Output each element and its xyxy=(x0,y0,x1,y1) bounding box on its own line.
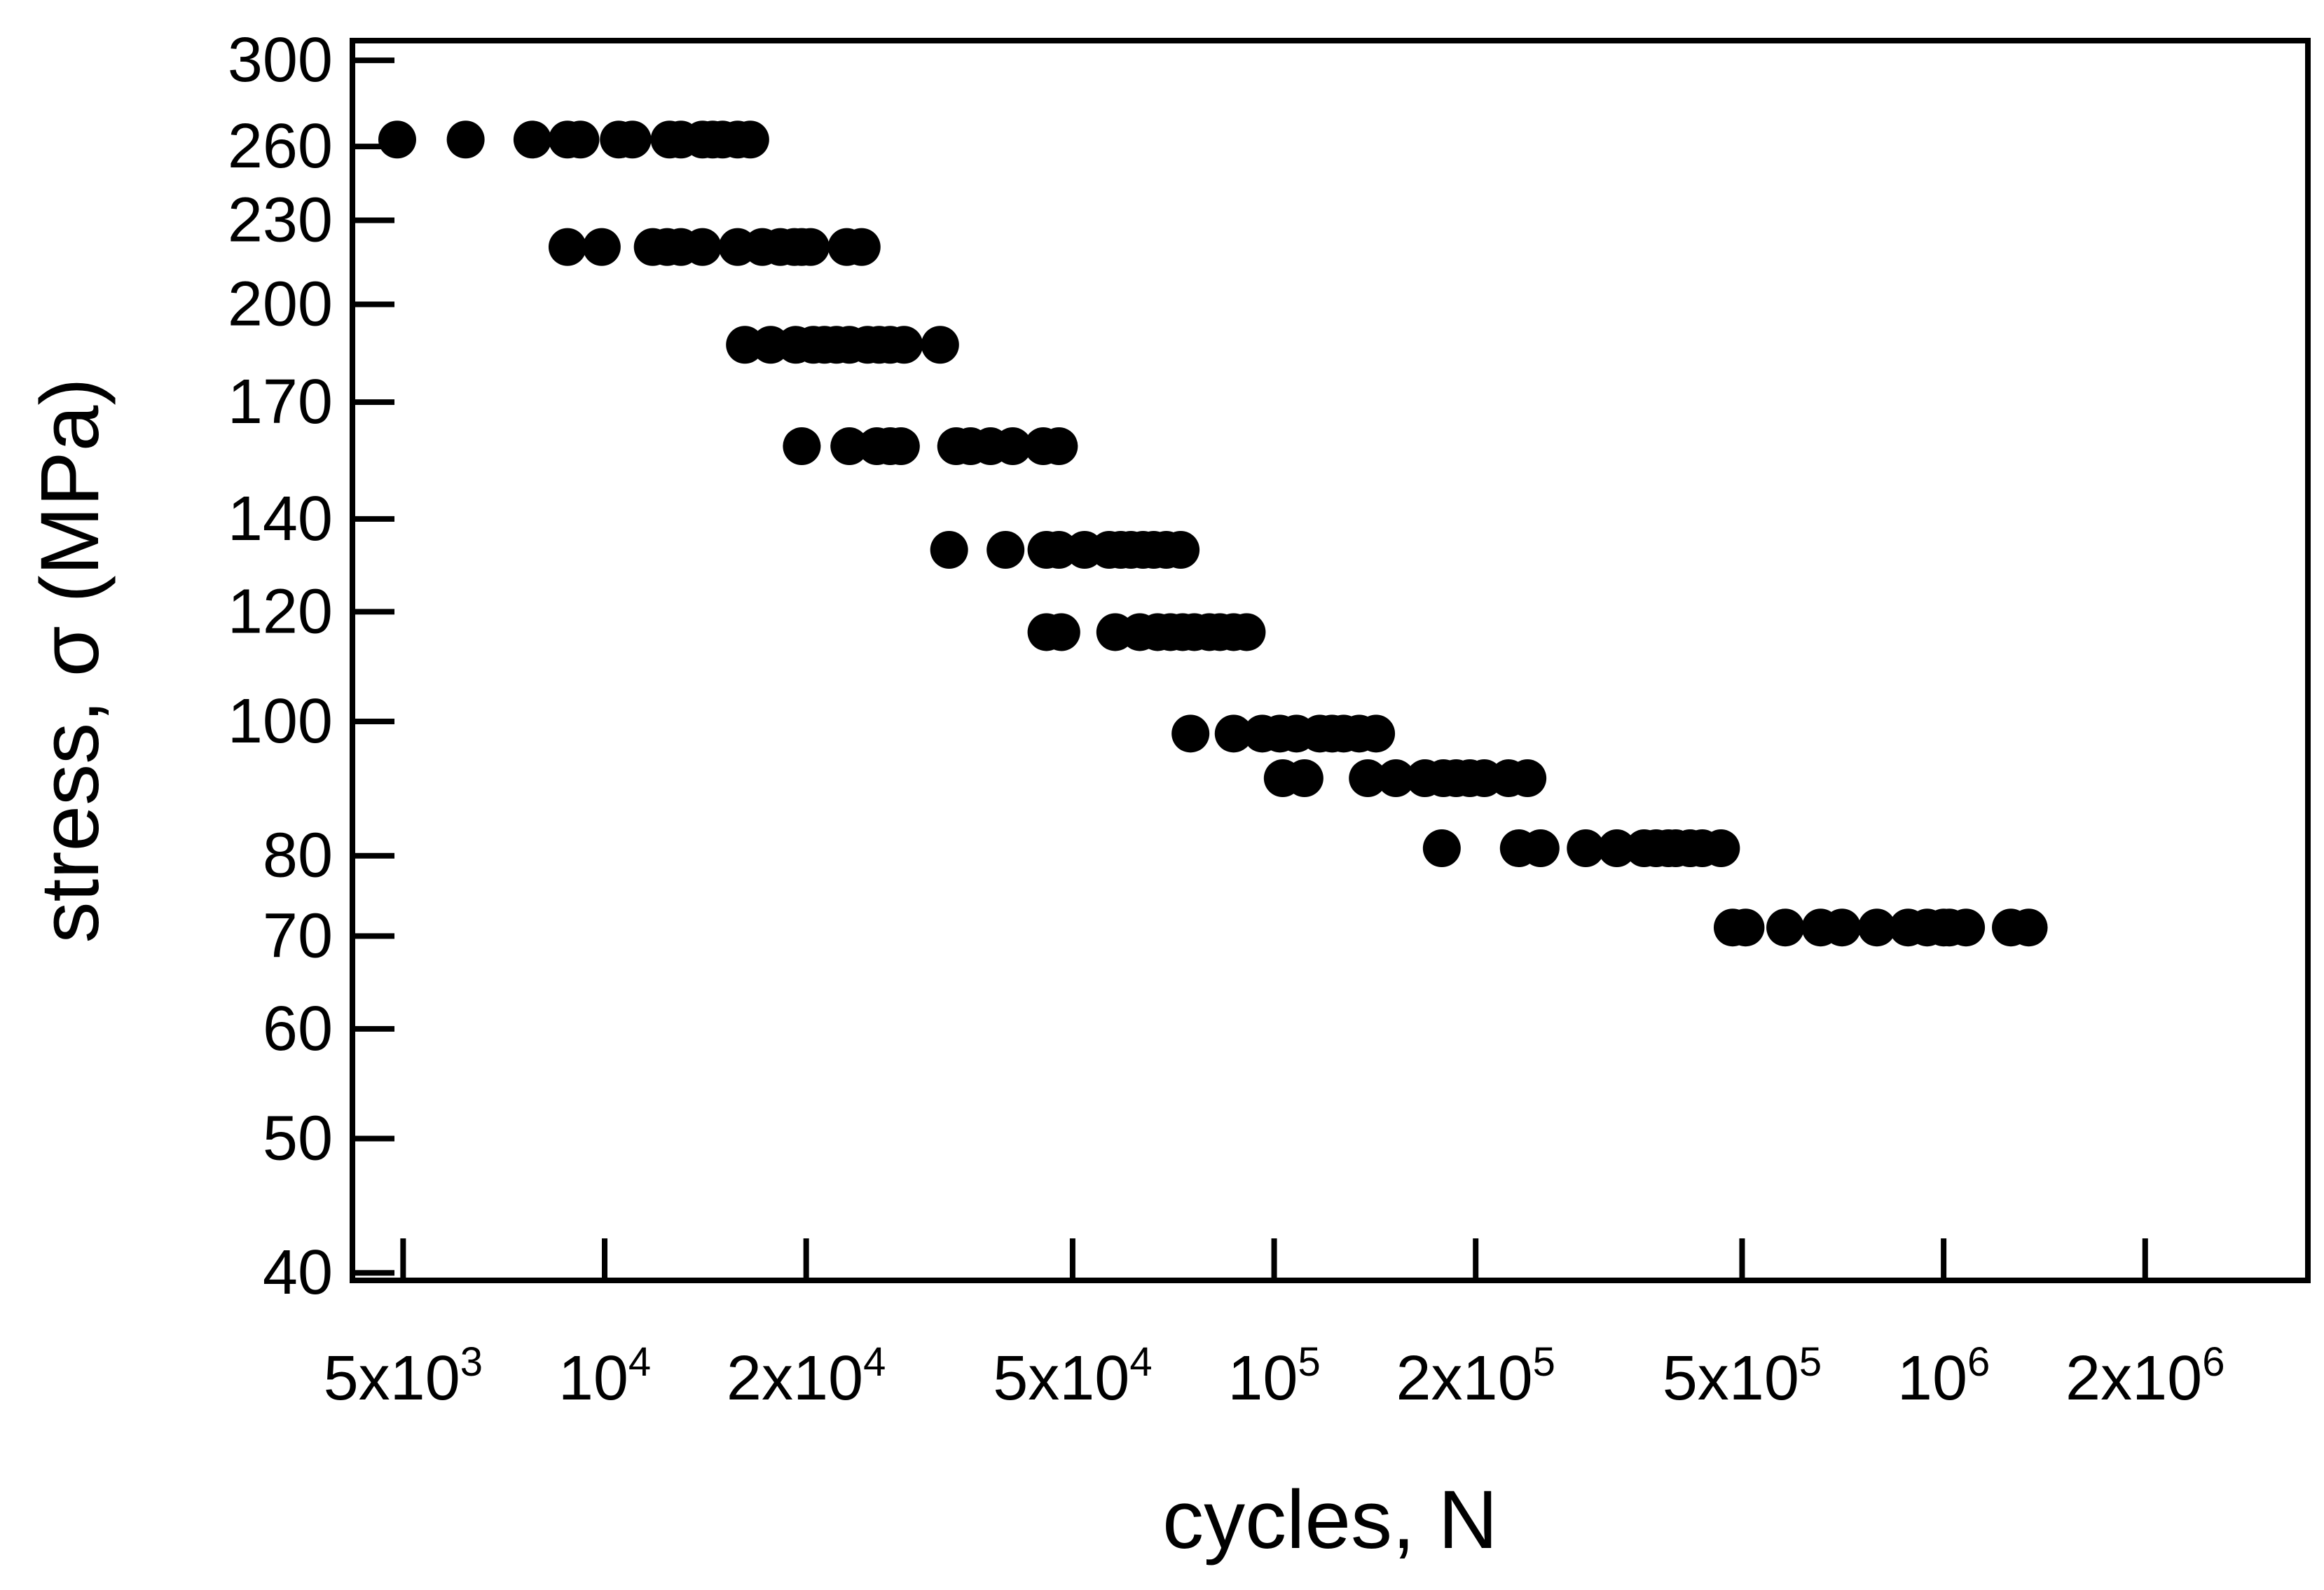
data-point xyxy=(446,120,485,159)
x-tick-label-exponent: 5 xyxy=(1799,1339,1822,1385)
x-tick-label-exponent: 5 xyxy=(1533,1339,1555,1385)
data-point xyxy=(1766,908,1805,947)
x-axis-ticks: 5x103 104 2x104 5x104 105 2x105 5x105 106 2x106 xyxy=(324,1238,2225,1413)
data-point xyxy=(1597,829,1636,868)
data-point xyxy=(561,120,600,159)
y-tick-label: 230 xyxy=(228,185,333,255)
data-point xyxy=(1285,759,1323,798)
data-point xyxy=(1521,829,1560,868)
x-tick-label: 5x105 xyxy=(1663,1339,1822,1413)
data-point xyxy=(1214,714,1253,753)
y-tick-label: 80 xyxy=(263,821,333,891)
y-tick-label: 60 xyxy=(263,994,333,1064)
x-tick-label-exponent: 6 xyxy=(1967,1339,1990,1385)
y-tick-label: 50 xyxy=(263,1103,333,1173)
data-point xyxy=(1823,908,1862,947)
data-point xyxy=(582,228,621,266)
data-point xyxy=(881,427,920,466)
y-axis-title: stress, σ (MPa) xyxy=(24,378,116,943)
x-tick-label: 2x104 xyxy=(727,1339,886,1413)
x-tick-label-base: 5x10 xyxy=(324,1343,460,1413)
x-tick-label-exponent: 5 xyxy=(1298,1339,1320,1385)
data-point xyxy=(921,326,959,364)
data-point xyxy=(993,427,1032,466)
x-tick-label-exponent: 3 xyxy=(460,1339,483,1385)
data-point xyxy=(830,427,869,466)
x-tick-label-base: 2x10 xyxy=(727,1343,863,1413)
data-point xyxy=(791,228,830,266)
data-point xyxy=(1422,829,1461,868)
data-point xyxy=(1947,908,1986,947)
data-point xyxy=(1228,613,1266,651)
x-tick-label-base: 10 xyxy=(1897,1343,1967,1413)
data-points xyxy=(378,120,2048,947)
x-tick-label-base: 2x10 xyxy=(1396,1343,1532,1413)
x-tick-label-exponent: 4 xyxy=(628,1339,651,1385)
data-point xyxy=(986,530,1025,569)
data-point xyxy=(1857,908,1896,947)
y-tick-label: 40 xyxy=(263,1238,333,1308)
data-point xyxy=(1171,714,1210,753)
y-tick-label: 260 xyxy=(228,111,333,181)
data-point xyxy=(1042,613,1080,651)
x-tick-label: 5x103 xyxy=(324,1339,483,1413)
y-tick-label: 200 xyxy=(228,270,333,340)
data-point xyxy=(548,228,586,266)
x-tick-label-base: 10 xyxy=(558,1343,628,1413)
y-tick-label: 120 xyxy=(228,576,333,647)
data-point xyxy=(683,228,722,266)
x-tick-label-exponent: 6 xyxy=(2202,1339,2225,1385)
data-point xyxy=(1377,759,1415,798)
data-point xyxy=(513,120,551,159)
y-tick-label: 140 xyxy=(228,484,333,554)
data-point xyxy=(2009,908,2048,947)
data-point xyxy=(1702,829,1740,868)
data-point xyxy=(1726,908,1765,947)
x-tick-label: 105 xyxy=(1228,1339,1320,1413)
data-point xyxy=(1567,829,1605,868)
data-point xyxy=(1357,714,1396,753)
data-point xyxy=(1162,530,1200,569)
data-point xyxy=(783,427,821,466)
y-tick-label: 300 xyxy=(228,25,333,95)
plot-frame xyxy=(350,38,2311,1283)
data-point xyxy=(378,120,416,159)
x-tick-label-base: 5x10 xyxy=(993,1343,1129,1413)
data-point xyxy=(1040,427,1078,466)
x-tick-label: 5x104 xyxy=(993,1339,1152,1413)
x-tick-label-exponent: 4 xyxy=(1129,1339,1152,1385)
data-point xyxy=(613,120,652,159)
x-tick-label-base: 2x10 xyxy=(2065,1343,2202,1413)
data-point xyxy=(842,228,881,266)
x-tick-label: 2x106 xyxy=(2065,1339,2225,1413)
data-point xyxy=(1349,759,1387,798)
x-tick-label-base: 10 xyxy=(1228,1343,1298,1413)
x-axis-title: cycles, N xyxy=(1162,1474,1498,1566)
x-tick-label: 2x105 xyxy=(1396,1339,1555,1413)
x-tick-label-exponent: 4 xyxy=(863,1339,886,1385)
x-tick-label: 104 xyxy=(558,1339,651,1413)
data-point xyxy=(1508,759,1547,798)
x-tick-label-base: 5x10 xyxy=(1663,1343,1799,1413)
data-point xyxy=(930,530,968,569)
x-tick-label: 106 xyxy=(1897,1339,1990,1413)
y-tick-label: 70 xyxy=(263,901,333,971)
data-point xyxy=(885,326,923,364)
data-point xyxy=(731,120,769,159)
y-tick-label: 100 xyxy=(228,686,333,756)
y-tick-label: 170 xyxy=(228,367,333,437)
